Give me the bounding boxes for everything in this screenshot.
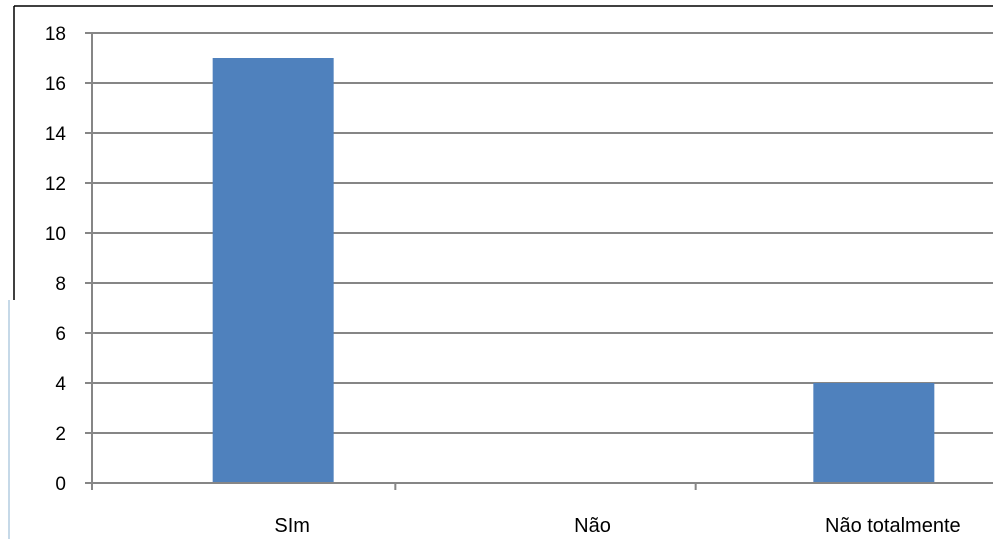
y-tick-label-8: 8 [55,274,66,295]
y-tick-label-14: 14 [45,124,67,145]
y-tick-label-6: 6 [55,324,66,345]
y-tick-label-16: 16 [45,74,66,95]
y-tick-labels: 0 2 4 6 8 10 12 14 16 18 [45,24,67,495]
x-tick-label-2: Não totalmente [825,515,961,537]
x-tick-label-1: Não [574,515,611,537]
axes [85,32,993,490]
y-tick-label-18: 18 [45,24,66,45]
bars [212,58,935,483]
y-tick-label-2: 2 [55,424,66,445]
y-tick-label-10: 10 [45,224,66,245]
x-tick-label-0: SIm [274,515,310,537]
bar-2 [813,383,935,483]
y-tick-label-4: 4 [55,374,66,395]
bar-0 [212,58,334,483]
y-tick-label-12: 12 [45,174,66,195]
x-tick-labels: SIm Não Não totalmente [274,515,960,537]
y-tick-label-0: 0 [55,474,66,495]
